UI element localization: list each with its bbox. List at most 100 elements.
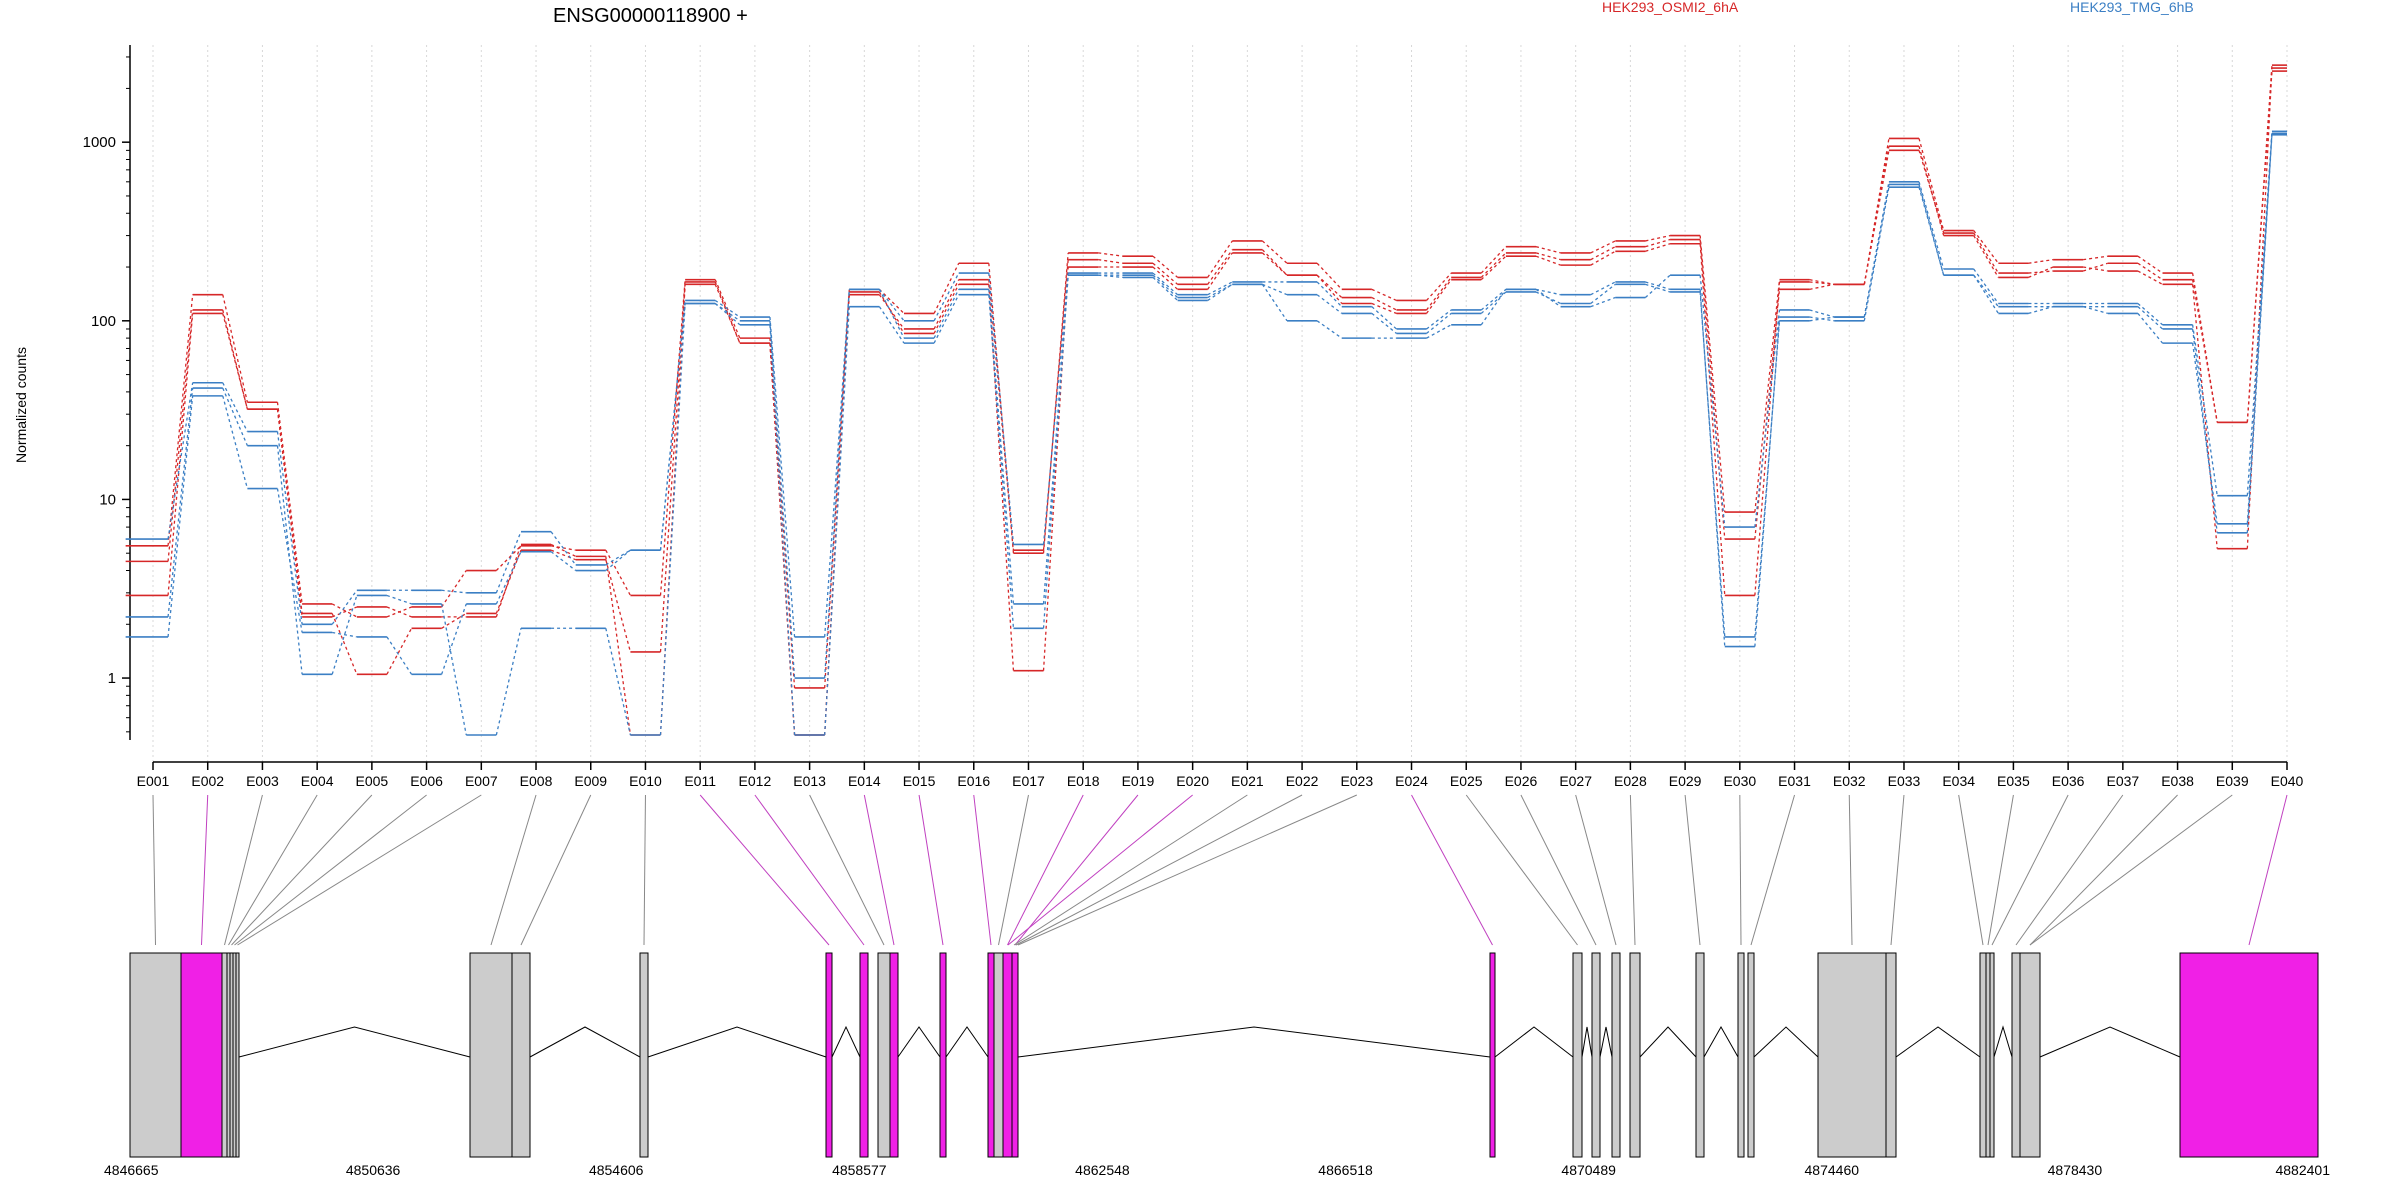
series-tmg-6-link: [222, 395, 249, 489]
exon-box-e008: [469, 952, 513, 1158]
x-tick-label-e036: E036: [2052, 773, 2085, 789]
series-osmi2-3-link: [331, 606, 358, 618]
x-tick-label-e020: E020: [1176, 773, 1209, 789]
series-osmi2-1-link: [1863, 138, 1890, 285]
connector-e015: [918, 794, 944, 946]
series-tmg-5-link: [1316, 294, 1343, 314]
connector-e020: [1007, 794, 1193, 946]
genomic-tick-label-5: 4862548: [1075, 1162, 1130, 1178]
series-osmi2-2-link: [550, 549, 576, 561]
series-tmg-4-link: [1371, 306, 1397, 330]
x-tick-label-e021: E021: [1231, 773, 1264, 789]
series-osmi2-1-link: [605, 549, 631, 596]
series-tmg-5-link: [1152, 276, 1179, 301]
genomic-tick-label-6: 4866518: [1318, 1162, 1373, 1178]
series-tmg-6-link: [386, 636, 413, 675]
series-osmi2-3-link: [714, 284, 741, 344]
exon-box-e003: [221, 952, 228, 1158]
connector-e010: [643, 794, 646, 946]
x-tick-label-e011: E011: [684, 773, 716, 789]
exon-box-e019: [1011, 952, 1019, 1158]
intron-13: [1753, 1026, 1819, 1058]
intron-7: [1017, 1026, 1491, 1058]
series-osmi2-3-link: [1535, 255, 1561, 266]
connector-e023: [1017, 794, 1357, 946]
x-tick-label-e027: E027: [1559, 773, 1592, 789]
series-osmi2-3-link: [2137, 262, 2163, 281]
series-osmi2-1-link: [2028, 258, 2054, 264]
exon-box-e017: [993, 952, 1004, 1158]
x-tick-label-e008: E008: [520, 773, 553, 789]
connector-e014: [863, 794, 895, 946]
series-osmi2-2-link: [1480, 252, 1507, 278]
exon-box-e036: [1989, 952, 1995, 1158]
exon-box-e018: [1002, 952, 1013, 1158]
exon-box-e038: [2019, 952, 2041, 1158]
exon-box-e009: [511, 952, 531, 1158]
exon-box-e012: [859, 952, 869, 1158]
exon-box-e001: [129, 952, 182, 1158]
series-osmi2-1-link: [1042, 252, 1069, 554]
series-tmg-6-link: [441, 603, 467, 675]
intron-8: [1494, 1026, 1574, 1058]
connector-e016: [973, 794, 992, 946]
series-tmg-5-link: [440, 603, 467, 736]
series-tmg-4-link: [878, 288, 905, 322]
chart-title: ENSG00000118900 +: [553, 5, 748, 27]
series-tmg-6-link: [988, 289, 1015, 604]
series-osmi2-3-link: [1590, 250, 1616, 266]
series-tmg-5-link: [2191, 328, 2218, 533]
exon-box-e040: [2179, 952, 2319, 1158]
genomic-tick-label-1: 4846665: [104, 1162, 159, 1178]
x-tick-label-e017: E017: [1012, 773, 1045, 789]
series-tmg-4-link: [1426, 309, 1452, 330]
series-osmi2-1-link: [1261, 240, 1288, 264]
connector-e005: [231, 794, 373, 946]
series-osmi2-1-link: [878, 288, 905, 314]
exon-box-e016: [987, 952, 995, 1158]
connector-e021: [1013, 794, 1248, 946]
x-tick-label-e028: E028: [1614, 773, 1647, 789]
exon-box-e027: [1611, 952, 1621, 1158]
series-tmg-5-link: [2246, 134, 2273, 533]
connector-e008: [490, 794, 537, 946]
y-tick-label-10: 10: [99, 491, 116, 508]
x-tick-label-e037: E037: [2106, 773, 2139, 789]
series-osmi2-3-link: [167, 313, 194, 596]
series-tmg-6-link: [1590, 281, 1616, 296]
series-osmi2-2-link: [769, 343, 796, 736]
series-tmg-6-link: [1863, 187, 1890, 321]
series-osmi2-3-link: [1316, 274, 1343, 304]
series-osmi2-2-link: [1863, 146, 1890, 285]
series-osmi2-3-link: [495, 544, 522, 618]
connector-e029: [1684, 794, 1701, 946]
series-tmg-5-link: [1262, 283, 1288, 296]
exon-connectors: [152, 794, 2288, 946]
x-tick-label-e013: E013: [793, 773, 826, 789]
series-osmi2-3-link: [386, 606, 412, 618]
gene-model: [129, 952, 2319, 1158]
series-tmg-4-link: [1152, 272, 1179, 296]
series-tmg-4-link: [1973, 268, 1999, 304]
x-tick-label-e002: E002: [191, 773, 224, 789]
series-tmg-6-link: [659, 303, 686, 551]
y-tick-label-1000: 1000: [83, 134, 116, 151]
connector-e033: [1890, 794, 1905, 946]
x-tick-label-e023: E023: [1340, 773, 1373, 789]
series-osmi2-1-link: [1098, 252, 1123, 257]
connector-e035: [1987, 794, 2014, 946]
series-tmg-4-link: [2137, 303, 2163, 326]
connector-e031: [1750, 794, 1796, 946]
exon-box-e028: [1629, 952, 1641, 1158]
genomic-tick-label-7: 4870489: [1561, 1162, 1616, 1178]
series-tmg-5-link: [1918, 184, 1945, 276]
y-axis-label: Normalized counts: [13, 347, 29, 463]
exon-box-e031: [1747, 952, 1755, 1158]
intron-10: [1599, 1026, 1613, 1058]
connector-e040: [2248, 794, 2288, 946]
series-osmi2-3-link: [1699, 243, 1726, 596]
series-osmi2-2-link: [331, 613, 358, 675]
series-osmi2-1-link: [167, 294, 194, 546]
series-tmg-4-link: [1207, 281, 1233, 296]
series-osmi2-3-link: [1426, 279, 1452, 314]
